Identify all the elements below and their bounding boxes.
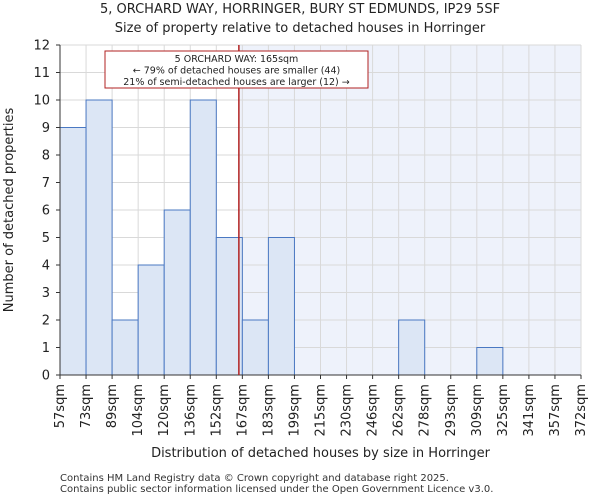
x-tick-label: 104sqm: [131, 384, 146, 437]
x-tick-label: 278sqm: [418, 384, 433, 437]
y-tick-label: 2: [42, 314, 50, 329]
annotation-line-1: 5 ORCHARD WAY: 165sqm: [175, 54, 299, 65]
y-tick-label: 5: [42, 231, 50, 246]
chart-subtitle: Size of property relative to detached ho…: [114, 21, 486, 36]
footer-licence: Contains public sector information licen…: [60, 484, 494, 495]
y-tick-label: 0: [42, 369, 50, 384]
y-tick-label: 1: [42, 341, 50, 356]
x-tick-label: 325sqm: [496, 384, 511, 437]
x-axis-title: Distribution of detached houses by size …: [151, 446, 491, 461]
x-tick-label: 262sqm: [392, 384, 407, 437]
x-tick-label: 309sqm: [470, 384, 485, 437]
y-tick-label: 6: [42, 204, 50, 219]
annotation-line-2: ← 79% of detached houses are smaller (44…: [133, 66, 340, 77]
footer-copyright: Contains HM Land Registry data © Crown c…: [60, 473, 449, 484]
chart-title: 5, ORCHARD WAY, HORRINGER, BURY ST EDMUN…: [99, 2, 501, 17]
bar-167sqm: [241, 319, 269, 376]
x-tick-label: 120sqm: [157, 384, 172, 437]
y-tick-label: 4: [42, 259, 50, 274]
y-tick-label: 10: [33, 94, 50, 109]
x-tick-label: 293sqm: [444, 384, 459, 437]
annotation-line-3: 21% of semi-detached houses are larger (…: [123, 77, 350, 88]
y-tick-label: 9: [42, 121, 50, 136]
x-tick-label: 136sqm: [183, 384, 198, 437]
annotation-box: [104, 50, 369, 89]
x-tick-label: 57sqm: [53, 384, 68, 428]
y-tick-label: 8: [42, 149, 50, 164]
x-tick-label: 199sqm: [287, 384, 302, 437]
y-axis-title: Number of detached properties: [2, 108, 17, 313]
bar-57sqm: [59, 127, 87, 376]
x-tick-label: 215sqm: [314, 384, 329, 437]
x-tick-label: 230sqm: [340, 384, 355, 437]
bar-73sqm: [85, 99, 113, 376]
y-tick-label: 7: [42, 176, 50, 191]
x-tick-label: 357sqm: [548, 384, 563, 437]
bar-120sqm: [163, 209, 191, 376]
bar-262sqm: [398, 319, 426, 376]
bar-136sqm: [189, 99, 217, 376]
x-tick-label: 167sqm: [235, 384, 250, 437]
x-tick-label: 152sqm: [209, 384, 224, 437]
y-tick-label: 11: [33, 66, 50, 81]
bar-183sqm: [267, 237, 295, 376]
y-tick-label: 12: [33, 39, 50, 54]
x-tick-label: 341sqm: [522, 384, 537, 437]
x-tick-label: 246sqm: [366, 384, 381, 437]
bar-89sqm: [111, 319, 139, 376]
y-tick-label: 3: [42, 286, 50, 301]
x-tick-label: 372sqm: [574, 384, 589, 437]
bar-309sqm: [476, 347, 504, 376]
bar-104sqm: [137, 264, 165, 376]
x-tick-label: 183sqm: [261, 384, 276, 437]
x-tick-label: 73sqm: [79, 384, 94, 428]
x-tick-label: 89sqm: [105, 384, 120, 428]
